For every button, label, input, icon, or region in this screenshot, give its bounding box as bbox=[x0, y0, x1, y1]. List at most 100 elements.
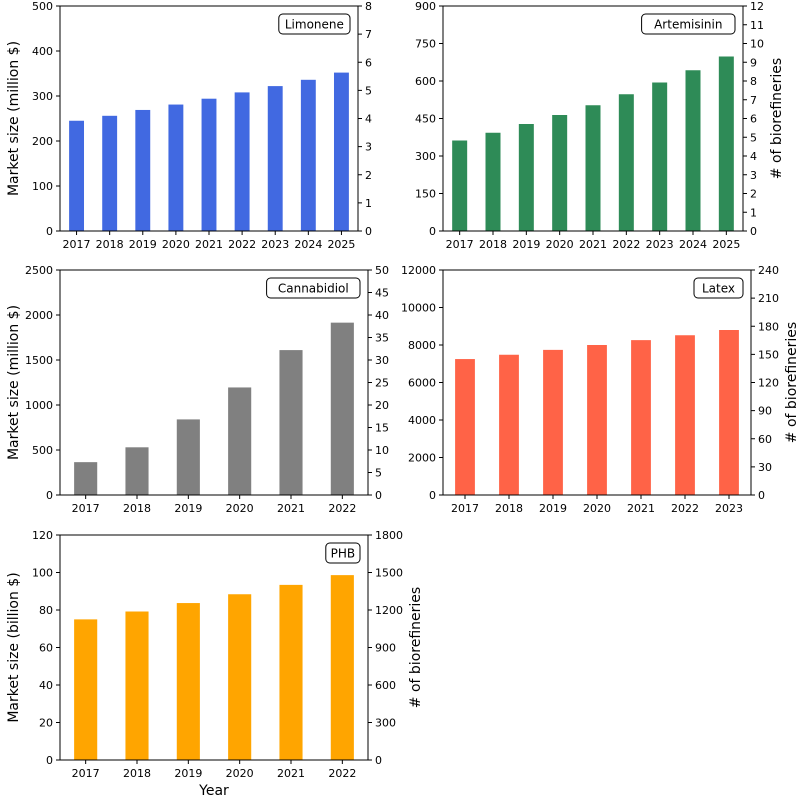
panel-label-box-phb bbox=[325, 542, 361, 564]
y2label-phb: # of biorefineries bbox=[408, 587, 424, 708]
xtick-label-artemisinin: 2020 bbox=[546, 238, 574, 251]
y2tick-label-limonene: 6 bbox=[365, 56, 372, 69]
y2tick-label-phb: 600 bbox=[375, 679, 396, 692]
bar-phb-2022 bbox=[330, 575, 354, 761]
bar-limonene-2020 bbox=[168, 104, 184, 231]
ytick-label-artemisinin: 600 bbox=[415, 75, 436, 88]
ytick-label-phb: 100 bbox=[32, 567, 53, 580]
xlabel-phb: Year bbox=[198, 783, 229, 798]
ylabel-limonene: Market size (million $) bbox=[6, 41, 22, 196]
y2label-latex: # of biorefineries bbox=[784, 322, 800, 443]
bar-cannabidiol-2018 bbox=[125, 447, 149, 495]
xtick-label-phb: 2018 bbox=[123, 767, 151, 780]
xtick-label-limonene: 2018 bbox=[96, 238, 124, 251]
ytick-label-phb: 20 bbox=[39, 717, 53, 730]
y2tick-label-cannabidiol: 45 bbox=[375, 287, 389, 300]
ytick-label-cannabidiol: 1500 bbox=[25, 354, 53, 367]
y2tick-label-limonene: 7 bbox=[365, 28, 372, 41]
ylabel-cannabidiol: Market size (million $) bbox=[6, 305, 22, 460]
bar-latex-2022 bbox=[675, 335, 695, 495]
y2tick-label-artemisinin: 12 bbox=[750, 0, 764, 13]
y2tick-label-latex: 60 bbox=[758, 433, 772, 446]
ytick-label-latex: 12000 bbox=[401, 264, 436, 277]
y2tick-label-cannabidiol: 10 bbox=[375, 444, 389, 457]
ytick-label-limonene: 100 bbox=[32, 180, 53, 193]
bar-phb-2019 bbox=[176, 603, 200, 760]
bar-limonene-2025 bbox=[333, 72, 349, 231]
y2tick-label-cannabidiol: 25 bbox=[375, 377, 389, 390]
y2tick-label-latex: 180 bbox=[758, 320, 779, 333]
bar-latex-2023 bbox=[719, 330, 739, 495]
y2label-artemisinin: # of biorefineries bbox=[769, 58, 785, 179]
ytick-label-latex: 10000 bbox=[401, 302, 436, 315]
panel-label-cannabidiol: Cannabidiol bbox=[278, 282, 349, 296]
y2tick-label-phb: 300 bbox=[375, 717, 396, 730]
xtick-label-limonene: 2023 bbox=[261, 238, 289, 251]
bar-cannabidiol-2022 bbox=[330, 322, 354, 495]
xtick-label-limonene: 2022 bbox=[228, 238, 256, 251]
bar-latex-2021 bbox=[631, 340, 651, 496]
xtick-label-artemisinin: 2018 bbox=[479, 238, 507, 251]
y2tick-label-latex: 210 bbox=[758, 292, 779, 305]
xtick-label-limonene: 2019 bbox=[129, 238, 157, 251]
bar-limonene-2022 bbox=[234, 92, 250, 232]
xtick-label-phb: 2017 bbox=[72, 767, 100, 780]
bar-limonene-2017 bbox=[69, 120, 85, 231]
y2tick-label-limonene: 1 bbox=[365, 197, 372, 210]
ytick-label-cannabidiol: 1000 bbox=[25, 399, 53, 412]
xtick-label-cannabidiol: 2018 bbox=[123, 502, 151, 515]
plot-frame-phb bbox=[59, 534, 369, 761]
y2tick-label-cannabidiol: 40 bbox=[375, 309, 389, 322]
ytick-label-phb: 0 bbox=[46, 754, 53, 767]
ytick-label-limonene: 400 bbox=[32, 45, 53, 58]
ytick-label-artemisinin: 150 bbox=[415, 188, 436, 201]
y2tick-label-limonene: 5 bbox=[365, 84, 372, 97]
ytick-label-cannabidiol: 500 bbox=[32, 444, 53, 457]
ytick-label-phb: 80 bbox=[39, 604, 53, 617]
bar-artemisinin-2025 bbox=[718, 56, 734, 231]
chart-cannabidiol: 0 500 1000 1500 2000 2500 0 5 10 15 20 25 30 35 40 45 50… bbox=[6, 264, 389, 515]
xtick-label-latex: 2022 bbox=[671, 502, 699, 515]
bar-latex-2019 bbox=[543, 349, 563, 496]
xtick-label-latex: 2018 bbox=[495, 502, 523, 515]
y2tick-label-phb: 1500 bbox=[375, 567, 403, 580]
y2tick-label-latex: 120 bbox=[758, 377, 779, 390]
xtick-label-cannabidiol: 2019 bbox=[174, 502, 202, 515]
y2tick-label-artemisinin: 9 bbox=[750, 56, 757, 69]
y2tick-label-cannabidiol: 15 bbox=[375, 422, 389, 435]
ytick-label-artemisinin: 750 bbox=[415, 38, 436, 51]
y2tick-label-phb: 1800 bbox=[375, 529, 403, 542]
y2tick-label-latex: 30 bbox=[758, 461, 772, 474]
bar-latex-2017 bbox=[455, 359, 475, 495]
y2tick-label-phb: 1200 bbox=[375, 604, 403, 617]
bar-cannabidiol-2017 bbox=[74, 462, 98, 495]
y2tick-label-artemisinin: 0 bbox=[750, 225, 757, 238]
ytick-label-latex: 0 bbox=[429, 489, 436, 502]
y2tick-label-artemisinin: 7 bbox=[750, 94, 757, 107]
y2tick-label-cannabidiol: 20 bbox=[375, 399, 389, 412]
bar-cannabidiol-2021 bbox=[279, 350, 303, 495]
xtick-label-limonene: 2017 bbox=[63, 238, 91, 251]
bar-artemisinin-2021 bbox=[585, 105, 601, 231]
panel-label-phb: PHB bbox=[331, 547, 356, 561]
panel-label-box-artemisinin bbox=[641, 13, 736, 35]
plot-frame-cannabidiol bbox=[59, 269, 369, 496]
y2tick-label-latex: 90 bbox=[758, 405, 772, 418]
ytick-label-artemisinin: 300 bbox=[415, 150, 436, 163]
ytick-label-phb: 120 bbox=[32, 529, 53, 542]
ytick-label-limonene: 200 bbox=[32, 135, 53, 148]
xtick-label-limonene: 2020 bbox=[162, 238, 190, 251]
xtick-label-cannabidiol: 2022 bbox=[328, 502, 356, 515]
bar-artemisinin-2022 bbox=[618, 94, 634, 231]
y2tick-label-artemisinin: 8 bbox=[750, 75, 757, 88]
y2tick-label-limonene: 2 bbox=[365, 169, 372, 182]
panel-label-box-limonene bbox=[278, 13, 351, 35]
ytick-label-limonene: 300 bbox=[32, 90, 53, 103]
ytick-label-phb: 40 bbox=[39, 679, 53, 692]
bar-artemisinin-2018 bbox=[485, 132, 501, 231]
chart-latex: 0 2000 4000 6000 8000 10000 12000 0 30 60 90 120 150… bbox=[401, 264, 800, 515]
bar-latex-2020 bbox=[587, 345, 607, 495]
bar-limonene-2024 bbox=[300, 79, 316, 231]
xtick-label-limonene: 2021 bbox=[195, 238, 223, 251]
